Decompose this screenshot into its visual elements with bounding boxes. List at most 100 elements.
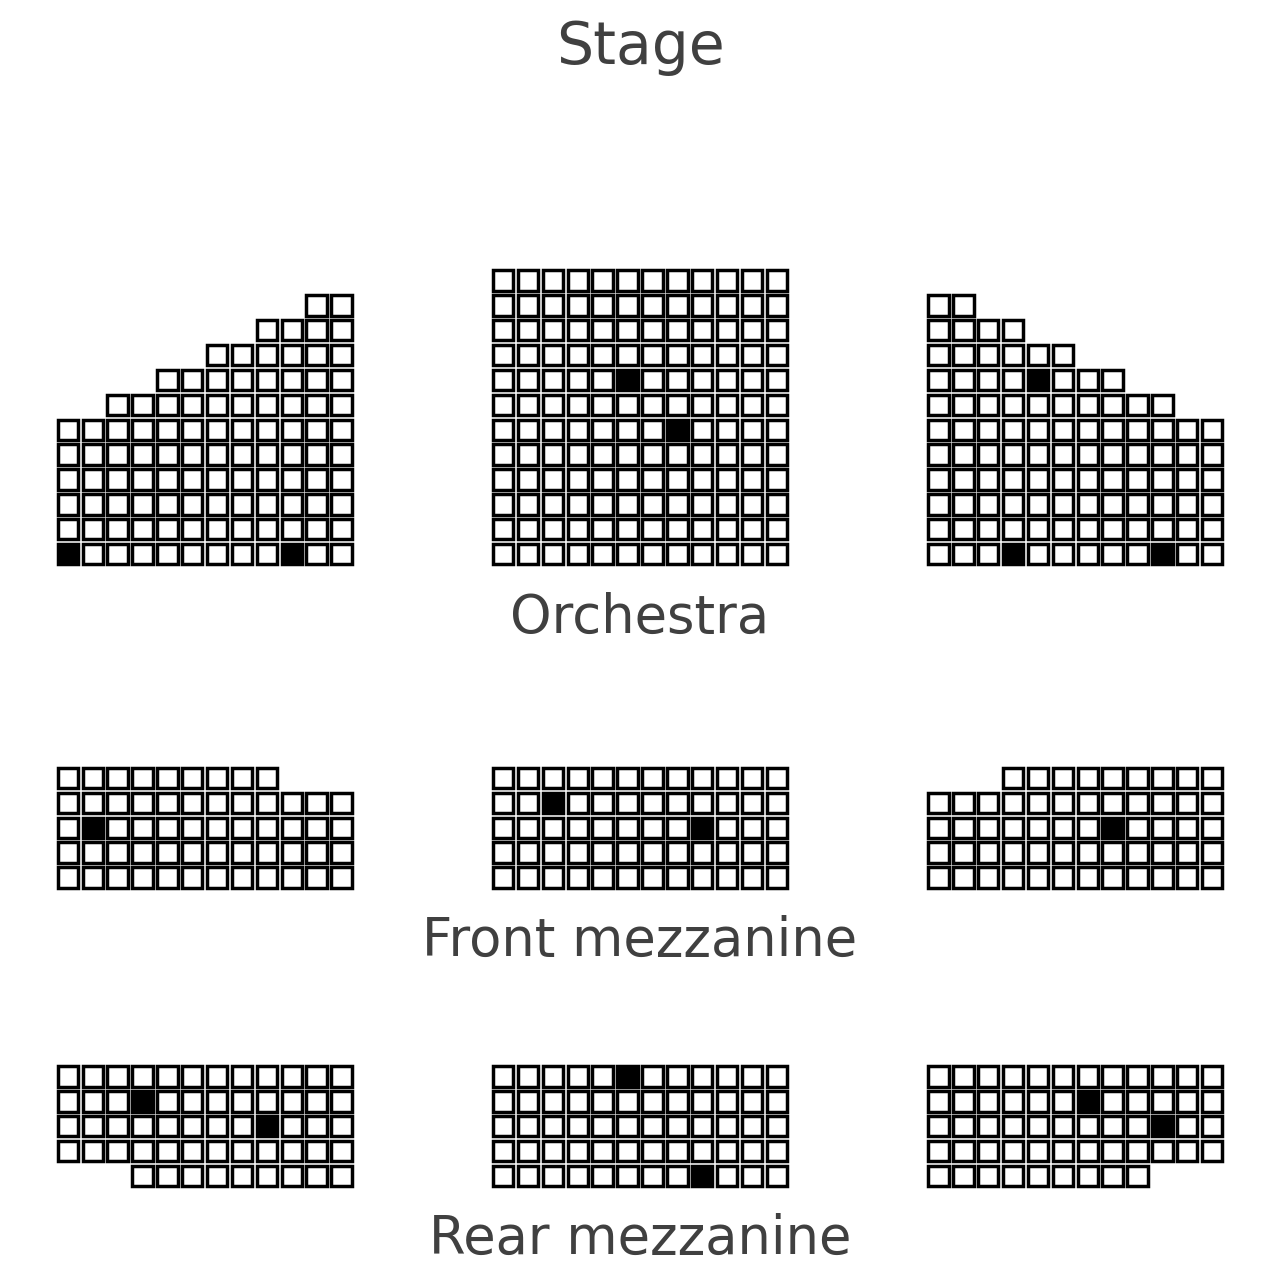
Bar: [617, 842, 637, 863]
Bar: [518, 768, 539, 788]
Bar: [767, 296, 787, 316]
Bar: [1152, 868, 1172, 888]
Bar: [1052, 444, 1073, 465]
Bar: [157, 868, 178, 888]
Bar: [543, 296, 563, 316]
Bar: [257, 494, 276, 515]
Bar: [306, 1166, 326, 1187]
Bar: [741, 1140, 762, 1161]
Bar: [1202, 444, 1222, 465]
Bar: [306, 470, 326, 490]
Bar: [667, 768, 687, 788]
Bar: [518, 370, 539, 390]
Bar: [108, 1140, 128, 1161]
Bar: [928, 792, 948, 813]
Bar: [617, 270, 637, 291]
Bar: [617, 444, 637, 465]
Bar: [1202, 494, 1222, 515]
Bar: [1128, 868, 1148, 888]
Bar: [978, 818, 998, 838]
Bar: [182, 494, 202, 515]
Bar: [741, 520, 762, 539]
Bar: [282, 818, 302, 838]
Bar: [717, 792, 737, 813]
Bar: [182, 444, 202, 465]
Bar: [207, 420, 228, 440]
Bar: [928, 1066, 948, 1087]
Bar: [1004, 1116, 1023, 1137]
Bar: [954, 470, 974, 490]
Bar: [58, 768, 78, 788]
Bar: [978, 520, 998, 539]
Bar: [282, 346, 302, 365]
Bar: [1028, 1116, 1048, 1137]
Bar: [617, 818, 637, 838]
Bar: [543, 792, 563, 813]
Bar: [1202, 818, 1222, 838]
Bar: [182, 520, 202, 539]
Bar: [1052, 544, 1073, 564]
Bar: [1102, 792, 1123, 813]
Bar: [157, 544, 178, 564]
Bar: [157, 1066, 178, 1087]
Bar: [332, 296, 352, 316]
Bar: [182, 1166, 202, 1187]
Bar: [83, 868, 102, 888]
Bar: [1078, 768, 1098, 788]
Bar: [1102, 1066, 1123, 1087]
Bar: [1128, 768, 1148, 788]
Bar: [257, 1091, 276, 1111]
Bar: [767, 768, 787, 788]
Bar: [643, 494, 663, 515]
Bar: [741, 346, 762, 365]
Bar: [593, 470, 613, 490]
Bar: [332, 842, 352, 863]
Bar: [518, 296, 539, 316]
Bar: [643, 792, 663, 813]
Bar: [1152, 544, 1172, 564]
Text: Orchestra: Orchestra: [511, 591, 769, 644]
Bar: [543, 444, 563, 465]
Bar: [928, 520, 948, 539]
Bar: [1004, 494, 1023, 515]
Bar: [1078, 1091, 1098, 1111]
Bar: [767, 470, 787, 490]
Bar: [717, 768, 737, 788]
Bar: [132, 1140, 152, 1161]
Bar: [1004, 470, 1023, 490]
Bar: [518, 868, 539, 888]
Bar: [717, 868, 737, 888]
Bar: [643, 544, 663, 564]
Bar: [928, 842, 948, 863]
Bar: [1052, 1166, 1073, 1187]
Bar: [1078, 1140, 1098, 1161]
Bar: [306, 1091, 326, 1111]
Bar: [543, 768, 563, 788]
Bar: [182, 792, 202, 813]
Bar: [1052, 470, 1073, 490]
Bar: [1028, 1066, 1048, 1087]
Bar: [257, 1140, 276, 1161]
Bar: [643, 420, 663, 440]
Bar: [1004, 1066, 1023, 1087]
Bar: [58, 818, 78, 838]
Bar: [741, 1091, 762, 1111]
Bar: [518, 320, 539, 340]
Bar: [1078, 818, 1098, 838]
Bar: [157, 1166, 178, 1187]
Bar: [717, 270, 737, 291]
Bar: [593, 494, 613, 515]
Bar: [741, 270, 762, 291]
Bar: [157, 494, 178, 515]
Bar: [1178, 792, 1197, 813]
Bar: [928, 868, 948, 888]
Bar: [692, 868, 713, 888]
Bar: [306, 320, 326, 340]
Bar: [518, 270, 539, 291]
Bar: [493, 420, 513, 440]
Bar: [928, 1116, 948, 1137]
Bar: [1178, 768, 1197, 788]
Bar: [232, 520, 252, 539]
Bar: [1128, 394, 1148, 415]
Bar: [741, 444, 762, 465]
